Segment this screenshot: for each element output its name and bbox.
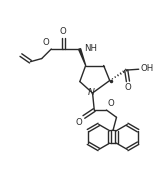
Text: O: O <box>108 99 115 108</box>
Text: O: O <box>125 83 132 92</box>
Text: OH: OH <box>140 64 153 73</box>
Text: O: O <box>75 118 82 127</box>
Text: N: N <box>88 88 95 97</box>
Text: NH: NH <box>84 44 98 53</box>
Text: O: O <box>43 38 50 47</box>
Polygon shape <box>79 49 86 65</box>
Text: O: O <box>60 27 66 36</box>
